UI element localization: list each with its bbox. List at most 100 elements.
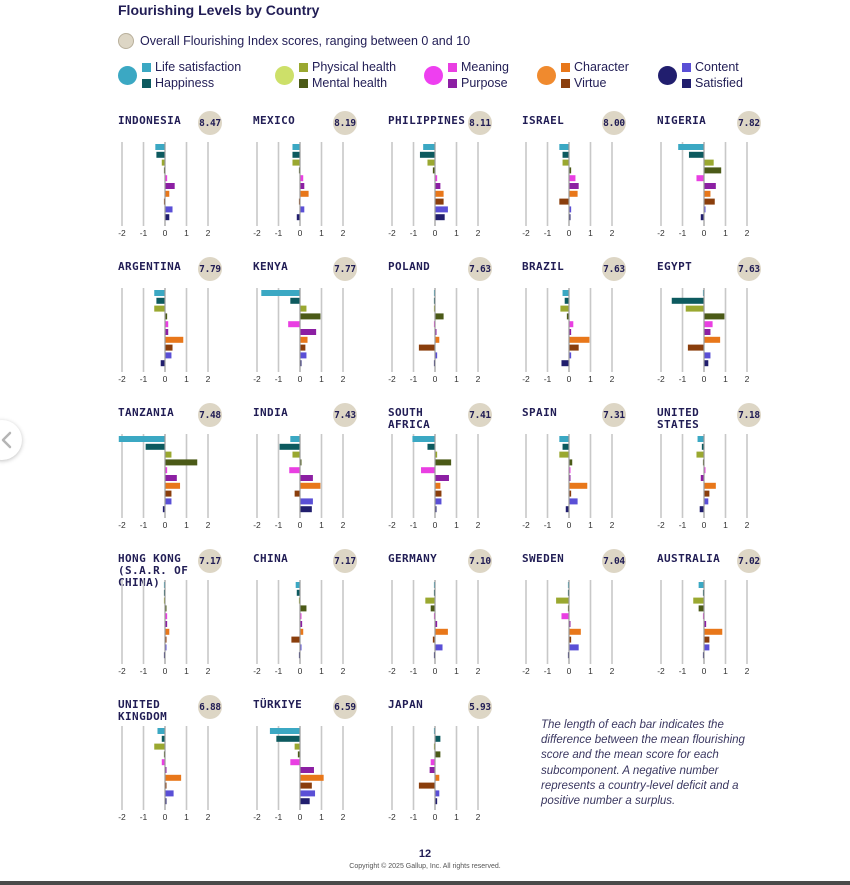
bar-virtue bbox=[435, 490, 442, 497]
legend-swatch bbox=[682, 62, 691, 72]
country-name: SWEDEN bbox=[522, 552, 565, 565]
bar-purpose bbox=[435, 183, 441, 189]
bar-purpose bbox=[300, 475, 313, 481]
tick-label: 0 bbox=[163, 374, 168, 384]
bar-content bbox=[569, 352, 572, 359]
bar-physical-health bbox=[685, 305, 704, 312]
tick-label: -2 bbox=[118, 666, 126, 676]
bar-content bbox=[569, 206, 572, 213]
bar-content bbox=[165, 644, 167, 651]
country-bar-chart: -2 -1 0 1 2 bbox=[522, 288, 615, 384]
legend-label: Life satisfaction bbox=[155, 60, 242, 74]
bar-life-satisfaction bbox=[559, 436, 570, 442]
bar-mental-health bbox=[300, 459, 302, 466]
legend-label: Happiness bbox=[155, 76, 215, 90]
chevron-left-icon bbox=[1, 431, 12, 449]
bar-purpose bbox=[704, 329, 711, 335]
bar-satisfied bbox=[300, 506, 312, 513]
legend-item-meaning: Meaning bbox=[448, 59, 509, 75]
country-panel: JAPAN 5.93 -2 -1 0 1 2 bbox=[388, 691, 500, 823]
tick-label: 1 bbox=[319, 520, 324, 530]
tick-label: 1 bbox=[454, 520, 459, 530]
bar-happiness bbox=[156, 297, 165, 304]
bar-physical-health bbox=[704, 159, 714, 166]
legend-item-purpose: Purpose bbox=[448, 75, 508, 91]
bar-happiness bbox=[145, 443, 165, 450]
bar-life-satisfaction bbox=[157, 728, 165, 734]
bar-mental-health bbox=[704, 313, 725, 320]
bar-virtue bbox=[300, 782, 312, 789]
bar-satisfied bbox=[435, 506, 437, 513]
bar-mental-health bbox=[569, 459, 573, 466]
bar-content bbox=[704, 352, 711, 359]
tick-label: -1 bbox=[410, 374, 418, 384]
bar-life-satisfaction bbox=[261, 290, 300, 296]
bar-content bbox=[165, 498, 172, 505]
bar-mental-health bbox=[165, 605, 167, 612]
tick-label: 0 bbox=[163, 520, 168, 530]
bar-content bbox=[300, 790, 316, 797]
bar-purpose bbox=[704, 183, 716, 189]
tick-label: 1 bbox=[588, 520, 593, 530]
tick-label: -1 bbox=[410, 812, 418, 822]
bar-character bbox=[165, 628, 170, 635]
page-title: Flourishing Levels by Country bbox=[118, 2, 320, 18]
bar-mental-health bbox=[435, 459, 452, 466]
country-panel: TÜRKIYE 6.59 -2 -1 0 1 2 bbox=[253, 691, 365, 823]
bar-purpose bbox=[700, 475, 704, 481]
legend-item-mental-health: Mental health bbox=[299, 75, 387, 91]
bar-physical-health bbox=[435, 451, 438, 458]
legend-dot-character bbox=[537, 66, 556, 85]
tick-label: -1 bbox=[275, 374, 283, 384]
country-panel: KENYA 7.77 -2 -1 0 1 2 bbox=[253, 253, 365, 385]
tick-label: -1 bbox=[679, 666, 687, 676]
tick-label: 0 bbox=[433, 666, 438, 676]
bar-content bbox=[704, 206, 706, 213]
bar-character bbox=[300, 336, 308, 343]
bar-virtue bbox=[432, 636, 435, 643]
bar-satisfied bbox=[565, 506, 569, 513]
bar-meaning bbox=[569, 175, 576, 182]
bar-life-satisfaction bbox=[292, 144, 300, 150]
bar-life-satisfaction bbox=[423, 144, 435, 150]
country-bar-chart: -2 -1 0 1 2 bbox=[388, 434, 481, 530]
bar-mental-health bbox=[569, 167, 572, 174]
bar-meaning bbox=[704, 321, 713, 328]
tick-label: 1 bbox=[723, 228, 728, 238]
tick-label: 0 bbox=[298, 374, 303, 384]
bar-virtue bbox=[300, 344, 306, 351]
tick-label: -1 bbox=[275, 666, 283, 676]
bar-life-satisfaction bbox=[412, 436, 435, 442]
bar-meaning bbox=[704, 467, 706, 474]
bar-purpose bbox=[165, 767, 167, 773]
bar-mental-health bbox=[704, 167, 722, 174]
tick-label: -2 bbox=[388, 666, 396, 676]
country-name: INDONESIA bbox=[118, 114, 182, 127]
bar-satisfied bbox=[160, 360, 165, 367]
bar-virtue bbox=[435, 198, 444, 205]
chart-note: The length of each bar indicates the dif… bbox=[541, 719, 745, 808]
previous-page-button[interactable] bbox=[0, 420, 22, 460]
bar-character bbox=[435, 482, 441, 489]
country-panel: PHILIPPINES 8.11 -2 -1 0 1 2 bbox=[388, 107, 500, 239]
bar-character bbox=[165, 336, 184, 343]
tick-label: -1 bbox=[544, 666, 552, 676]
tick-label: 0 bbox=[298, 228, 303, 238]
bar-happiness bbox=[562, 443, 569, 450]
country-score-badge: 6.59 bbox=[333, 695, 357, 719]
bar-satisfied bbox=[561, 360, 569, 367]
country-bar-chart: -2 -1 0 1 2 bbox=[657, 142, 750, 238]
bar-content bbox=[569, 644, 579, 651]
bar-satisfied bbox=[699, 506, 704, 513]
tick-label: 1 bbox=[319, 228, 324, 238]
bar-life-satisfaction bbox=[559, 144, 570, 150]
bar-virtue bbox=[704, 198, 715, 205]
bar-satisfied bbox=[162, 506, 165, 513]
tick-label: 1 bbox=[184, 812, 189, 822]
bar-purpose bbox=[569, 183, 579, 189]
bar-purpose bbox=[300, 621, 303, 627]
tick-label: 2 bbox=[610, 666, 615, 676]
country-panel: AUSTRALIA 7.02 -2 -1 0 1 2 bbox=[657, 545, 769, 677]
country-score-badge: 7.02 bbox=[737, 549, 761, 573]
bar-purpose bbox=[165, 475, 177, 481]
